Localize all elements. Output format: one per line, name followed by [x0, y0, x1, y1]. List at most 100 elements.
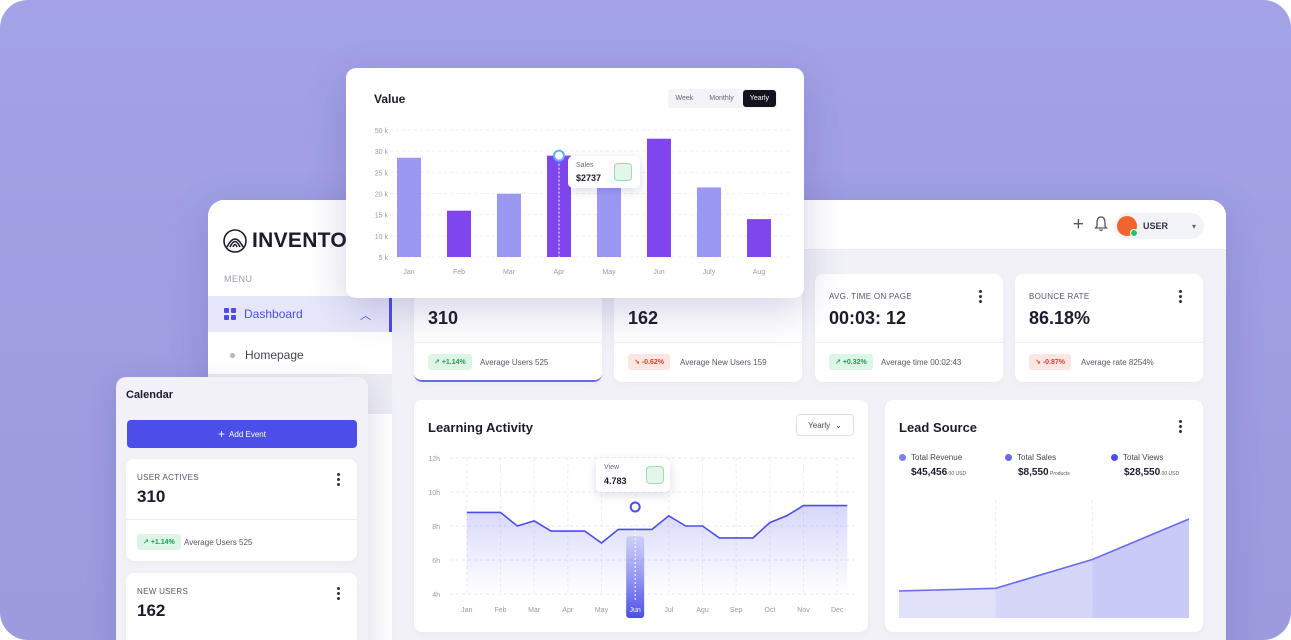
- y-tick-label: 6h: [432, 558, 440, 565]
- highlight-point: [629, 501, 641, 513]
- area-segment: [995, 559, 1093, 618]
- sidebar-item-dashboard[interactable]: Dashboard ︿: [208, 296, 392, 332]
- stat-card-new-users-mini[interactable]: NEW USERS 162: [126, 573, 357, 640]
- stat-note: Average New Users 159: [680, 358, 767, 367]
- value-chart-card: Value Week Monthly Yearly 5 k 10 k 15 k 20 …: [346, 68, 804, 298]
- learning-activity-panel: Learning Activity Yearly ⌄ 4h 6h 8h 10h 12h J…: [414, 400, 868, 632]
- legend-item-views: Total Views: [1111, 453, 1163, 462]
- brand-logo[interactable]: INVENTOR: [222, 228, 363, 254]
- arrow-up-icon: [614, 163, 632, 181]
- x-tick-label: Nov: [797, 607, 810, 614]
- legend-value-sales: $8,550 Products: [1018, 467, 1070, 478]
- calendar-panel: Calendar + Add Event USER ACTIVES 310 ↗ …: [116, 377, 368, 640]
- panel-title: Lead Source: [899, 420, 978, 435]
- tab-week[interactable]: Week: [675, 95, 694, 102]
- area-segment: [899, 588, 996, 618]
- menu-section-label: MENU: [224, 274, 253, 284]
- bell-icon[interactable]: [1094, 216, 1108, 232]
- sidebar-item-label: Dashboard: [244, 307, 303, 321]
- user-name: USER: [1143, 221, 1169, 231]
- value-bar-chart: 5 k 10 k 15 k 20 k 25 k 30 k 50 k Jan Feb Mar Apr M…: [375, 128, 790, 276]
- x-tick-label: Oct: [764, 607, 775, 614]
- stat-value: 310: [428, 308, 459, 328]
- x-tick-label: Aug: [753, 269, 766, 276]
- bar: [447, 210, 471, 257]
- x-tick-label: Agu: [696, 607, 709, 614]
- sidebar-item-homepage[interactable]: Homepage: [208, 340, 392, 370]
- more-options-icon[interactable]: [337, 471, 341, 488]
- tab-yearly[interactable]: Yearly: [742, 90, 776, 107]
- trend-badge: ↘ -0.87%: [1029, 354, 1071, 370]
- tooltip-value: $2737: [576, 173, 602, 183]
- dot-icon: [230, 352, 235, 358]
- lead-source-chart: [898, 500, 1190, 618]
- x-tick-label: Jul: [664, 607, 673, 614]
- chevron-down-icon: ▾: [1191, 221, 1196, 231]
- y-tick-label: 50 k: [375, 128, 389, 135]
- x-tick-label: Feb: [453, 269, 465, 276]
- x-tick-label: Sep: [730, 607, 743, 614]
- brand-name: INVENTOR: [252, 229, 363, 252]
- stat-card-user-actives[interactable]: USER ACTIVES 310 ↗ +1.14% Average Users …: [126, 459, 357, 561]
- area-segment: [1092, 519, 1189, 618]
- more-options-icon[interactable]: [337, 585, 341, 602]
- trend-badge: ↗ +1.14%: [137, 534, 181, 550]
- y-tick-label: 4h: [432, 592, 440, 599]
- y-tick-label: 25 k: [375, 170, 389, 177]
- x-tick-label: Jun: [630, 607, 641, 614]
- avatar: [1117, 216, 1138, 237]
- user-menu[interactable]: USER ▾: [1114, 213, 1204, 239]
- panel-title: Learning Activity: [428, 420, 533, 435]
- tooltip-value: 4.783: [604, 476, 627, 486]
- highlight-point: [553, 149, 565, 162]
- stat-label: USER ACTIVES: [137, 473, 199, 482]
- y-tick-label: 5 k: [379, 255, 389, 262]
- stat-note: Average time 00:02:43: [881, 358, 962, 367]
- add-event-button[interactable]: + Add Event: [127, 420, 357, 448]
- chevron-up-icon: ︿: [360, 310, 371, 322]
- x-tick-label: Feb: [494, 607, 506, 614]
- stat-label: BOUNCE RATE: [1029, 292, 1090, 301]
- stat-note: Average rate 8254%: [1081, 358, 1154, 367]
- tab-monthly[interactable]: Monthly: [709, 95, 734, 102]
- x-tick-label: Jun: [653, 269, 664, 276]
- more-options-icon[interactable]: [1179, 288, 1183, 305]
- legend-item-revenue: Total Revenue: [899, 453, 962, 462]
- tooltip-label: View: [604, 464, 620, 471]
- stat-value: 162: [628, 308, 659, 328]
- x-tick-label: Mar: [528, 607, 541, 614]
- x-tick-label: Mar: [503, 269, 516, 276]
- panel-title: Value: [374, 92, 406, 106]
- bar: [747, 219, 771, 257]
- y-tick-label: 8h: [432, 524, 440, 531]
- divider: [815, 342, 1003, 343]
- more-options-icon[interactable]: [1179, 418, 1183, 435]
- x-tick-label: Dec: [831, 607, 844, 614]
- y-tick-label: 10h: [428, 490, 440, 497]
- series-line: [898, 518, 1190, 592]
- plus-icon: +: [218, 427, 226, 441]
- y-tick-label: 30 k: [375, 149, 389, 156]
- stat-label: NEW USERS: [137, 587, 189, 596]
- stat-value: 00:03: 12: [829, 308, 907, 328]
- stat-card-bounce-rate[interactable]: BOUNCE RATE 86.18% ↘ -0.87% Average rate…: [1015, 274, 1203, 382]
- x-tick-label: Jan: [403, 269, 414, 276]
- grid-icon: [224, 308, 236, 320]
- more-options-icon[interactable]: [979, 288, 983, 305]
- stat-value: 162: [137, 601, 166, 620]
- period-dropdown[interactable]: Yearly ⌄: [796, 414, 854, 436]
- bar: [697, 187, 721, 257]
- area-fill: [466, 505, 848, 594]
- trend-badge: ↘ -0.62%: [628, 354, 670, 370]
- arrow-up-icon: [646, 466, 664, 484]
- lead-source-panel: Lead Source Total Revenue $45,456.00 USD…: [885, 400, 1203, 632]
- trend-badge: ↗ +0.32%: [829, 354, 873, 370]
- chart-tooltip: View 4.783: [596, 458, 670, 492]
- chart-tooltip: Sales $2737: [568, 156, 640, 188]
- chevron-down-icon: ⌄: [835, 420, 842, 430]
- add-icon[interactable]: +: [1072, 214, 1084, 235]
- stat-note: Average Users 525: [480, 358, 549, 367]
- tooltip-label: Sales: [576, 162, 594, 169]
- stat-card-avg-time[interactable]: AVG. TIME ON PAGE 00:03: 12 ↗ +0.32% Ave…: [815, 274, 1003, 382]
